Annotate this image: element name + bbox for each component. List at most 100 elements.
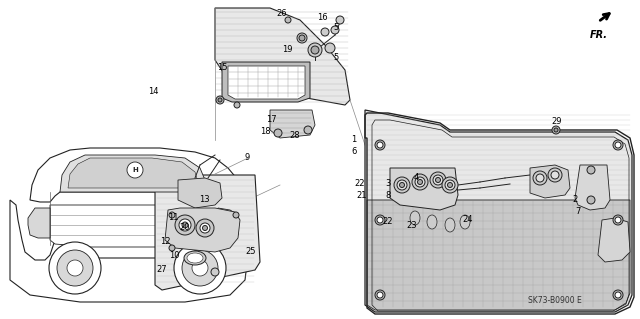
Polygon shape [215, 8, 350, 105]
Ellipse shape [187, 253, 203, 263]
Circle shape [169, 245, 175, 251]
Circle shape [397, 180, 407, 190]
Polygon shape [155, 175, 260, 290]
Text: 7: 7 [575, 207, 580, 217]
Circle shape [216, 96, 224, 104]
Text: 8: 8 [385, 190, 390, 199]
Circle shape [169, 212, 175, 218]
Text: 17: 17 [266, 115, 276, 124]
Ellipse shape [445, 218, 455, 232]
Text: 3: 3 [385, 179, 390, 188]
Ellipse shape [410, 211, 420, 225]
Circle shape [49, 242, 101, 294]
Circle shape [548, 168, 562, 182]
Text: 24: 24 [463, 216, 473, 225]
Circle shape [615, 292, 621, 298]
Text: 16: 16 [317, 13, 327, 23]
Text: 6: 6 [351, 147, 356, 157]
Polygon shape [10, 200, 248, 302]
Text: 27: 27 [157, 265, 167, 275]
Text: 14: 14 [148, 87, 158, 97]
Circle shape [57, 250, 93, 286]
Text: 22: 22 [383, 218, 393, 226]
Circle shape [375, 140, 385, 150]
Text: 9: 9 [244, 152, 250, 161]
Text: 26: 26 [276, 10, 287, 19]
Polygon shape [367, 200, 630, 310]
Circle shape [297, 33, 307, 43]
Circle shape [175, 215, 195, 235]
Text: 10: 10 [169, 251, 179, 261]
Polygon shape [270, 110, 315, 138]
Circle shape [417, 180, 422, 184]
Text: 21: 21 [356, 191, 367, 201]
Circle shape [336, 16, 344, 24]
Polygon shape [178, 178, 222, 208]
Text: 22: 22 [355, 179, 365, 188]
Circle shape [435, 177, 440, 182]
Circle shape [613, 290, 623, 300]
Circle shape [587, 196, 595, 204]
Circle shape [331, 26, 339, 34]
Circle shape [587, 166, 595, 174]
Polygon shape [575, 165, 610, 210]
Circle shape [211, 268, 219, 276]
Circle shape [182, 222, 188, 228]
Text: H: H [132, 167, 138, 173]
Circle shape [430, 172, 446, 188]
Circle shape [377, 217, 383, 223]
Text: 5: 5 [333, 24, 339, 33]
Circle shape [234, 102, 240, 108]
Circle shape [196, 219, 214, 237]
Circle shape [218, 98, 222, 102]
Circle shape [447, 182, 452, 188]
Circle shape [442, 177, 458, 193]
Circle shape [274, 129, 282, 137]
Text: 20: 20 [180, 224, 190, 233]
Circle shape [311, 46, 319, 54]
Text: 29: 29 [552, 117, 563, 127]
Circle shape [308, 43, 322, 57]
Circle shape [233, 212, 239, 218]
Text: 15: 15 [217, 63, 227, 71]
Circle shape [536, 174, 544, 182]
Circle shape [304, 126, 312, 134]
Circle shape [67, 260, 83, 276]
Text: 11: 11 [168, 213, 179, 222]
Polygon shape [165, 208, 240, 252]
Circle shape [377, 142, 383, 148]
Text: 5: 5 [333, 54, 339, 63]
Circle shape [375, 215, 385, 225]
Circle shape [321, 28, 329, 36]
Polygon shape [530, 165, 570, 198]
Text: 18: 18 [260, 128, 270, 137]
Polygon shape [598, 218, 630, 262]
Circle shape [377, 292, 383, 298]
Circle shape [433, 175, 443, 185]
Circle shape [615, 217, 621, 223]
Polygon shape [218, 208, 238, 238]
Circle shape [325, 43, 335, 53]
Circle shape [174, 242, 226, 294]
Polygon shape [68, 158, 198, 188]
Text: 1: 1 [351, 136, 356, 145]
Polygon shape [222, 62, 310, 102]
Text: 12: 12 [160, 238, 170, 247]
Circle shape [394, 177, 410, 193]
Circle shape [200, 223, 210, 233]
Ellipse shape [460, 215, 470, 229]
Polygon shape [60, 155, 205, 192]
Polygon shape [390, 168, 458, 210]
Circle shape [445, 180, 455, 190]
Circle shape [179, 219, 191, 231]
Circle shape [285, 17, 291, 23]
Circle shape [412, 174, 428, 190]
Text: 4: 4 [413, 174, 419, 182]
Polygon shape [50, 205, 218, 247]
Ellipse shape [184, 251, 206, 265]
Text: 13: 13 [198, 196, 209, 204]
Ellipse shape [427, 215, 437, 229]
Polygon shape [228, 66, 305, 99]
Circle shape [554, 128, 558, 132]
Text: SK73-B0900 E: SK73-B0900 E [528, 296, 582, 305]
